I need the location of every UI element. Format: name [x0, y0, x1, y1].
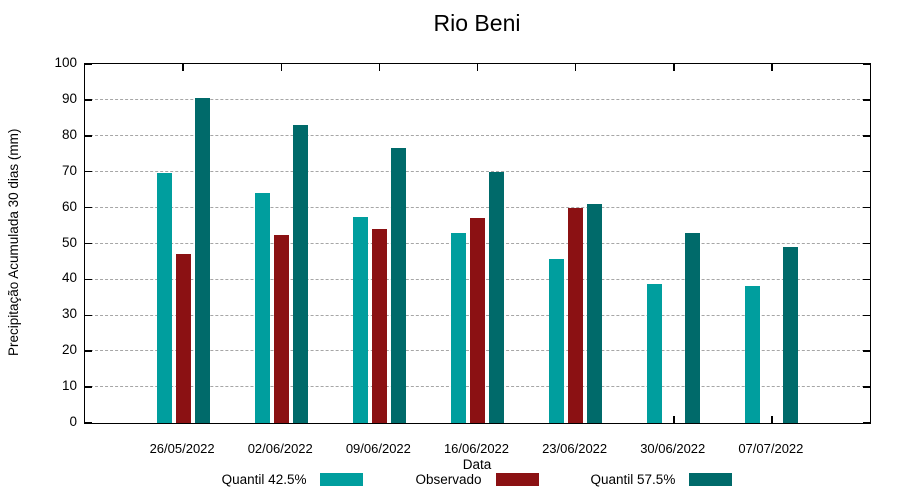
legend: Quantil 42.5% Observado Quantil 57.5%	[84, 472, 870, 487]
y-tick-label: 10	[61, 378, 77, 394]
bar	[489, 171, 504, 423]
gridline	[85, 206, 870, 208]
x-tick	[182, 64, 184, 71]
y-tick-label: 20	[61, 342, 77, 358]
gridline	[85, 170, 870, 172]
x-tick-label: 09/06/2022	[345, 441, 411, 456]
bar	[470, 218, 485, 423]
y-tick-label: 30	[61, 306, 77, 322]
bar	[587, 204, 603, 423]
legend-label: Quantil 42.5%	[221, 472, 307, 487]
legend-item: Observado	[415, 472, 539, 487]
bar	[568, 207, 584, 423]
legend-swatch	[495, 473, 539, 486]
y-tick	[85, 314, 92, 317]
x-tick	[673, 416, 675, 423]
bar	[194, 98, 210, 423]
y-axis-label: Precipitação Acumulada 30 dias (mm)	[6, 128, 21, 357]
y-tick-label: 0	[69, 414, 77, 429]
x-tick	[673, 64, 675, 71]
x-tick	[574, 64, 577, 71]
legend-label: Observado	[415, 472, 482, 487]
x-tick	[280, 64, 282, 71]
y-tick	[863, 350, 870, 352]
bar	[685, 232, 701, 423]
gridline	[85, 135, 870, 137]
y-tick	[85, 242, 92, 245]
bar	[745, 285, 761, 423]
y-tick-label: 90	[61, 90, 77, 106]
y-tick	[863, 278, 870, 281]
bar	[273, 234, 289, 423]
y-tick	[85, 135, 92, 137]
bar	[647, 284, 663, 423]
y-tick	[85, 350, 92, 352]
x-tick	[771, 416, 773, 423]
y-tick	[85, 278, 92, 281]
x-tick-label: 23/06/2022	[542, 441, 608, 456]
legend-item: Quantil 57.5%	[591, 472, 733, 487]
y-tick	[85, 99, 92, 101]
y-tick-label: 40	[61, 270, 77, 286]
bar	[549, 259, 565, 423]
bar	[352, 216, 368, 423]
y-tick	[863, 314, 870, 317]
bar	[254, 192, 270, 423]
x-tick-label: 16/06/2022	[443, 441, 510, 456]
plot-area	[84, 63, 871, 424]
x-tick	[378, 64, 381, 71]
y-tick	[863, 135, 870, 137]
y-tick	[863, 170, 870, 173]
bar	[783, 246, 799, 423]
y-tick-label: 50	[61, 234, 77, 250]
x-tick	[476, 64, 479, 71]
y-tick	[863, 422, 870, 424]
y-tick-label: 80	[61, 126, 77, 142]
y-tick	[863, 63, 870, 65]
x-tick-label: 02/06/2022	[247, 441, 313, 456]
y-tick	[863, 206, 870, 209]
legend-item: Quantil 42.5%	[222, 472, 364, 487]
x-axis-label: Data	[462, 457, 492, 472]
gridline	[85, 99, 870, 101]
x-tick-label: 26/05/2022	[149, 441, 215, 456]
x-tick-label: 07/07/2022	[738, 441, 804, 456]
bar	[390, 148, 406, 423]
legend-swatch	[689, 473, 733, 486]
y-tick	[85, 422, 92, 424]
bar	[175, 254, 191, 423]
y-tick	[85, 386, 92, 388]
bar	[292, 125, 308, 423]
legend-label: Quantil 57.5%	[590, 472, 676, 487]
x-tick	[771, 64, 773, 71]
x-tick-label: 30/06/2022	[640, 441, 706, 456]
chart-title: Rio Beni	[433, 10, 521, 36]
y-tick	[863, 386, 870, 388]
y-tick	[85, 206, 92, 209]
y-tick-label: 100	[54, 55, 77, 70]
y-tick-label: 70	[61, 162, 77, 178]
bar	[156, 172, 172, 423]
bar	[451, 232, 466, 423]
y-tick	[863, 99, 870, 101]
y-tick	[863, 242, 870, 245]
y-tick	[85, 63, 92, 65]
y-tick-label: 60	[61, 198, 77, 214]
y-tick	[85, 170, 92, 173]
bar	[371, 229, 387, 423]
legend-swatch	[320, 473, 364, 486]
